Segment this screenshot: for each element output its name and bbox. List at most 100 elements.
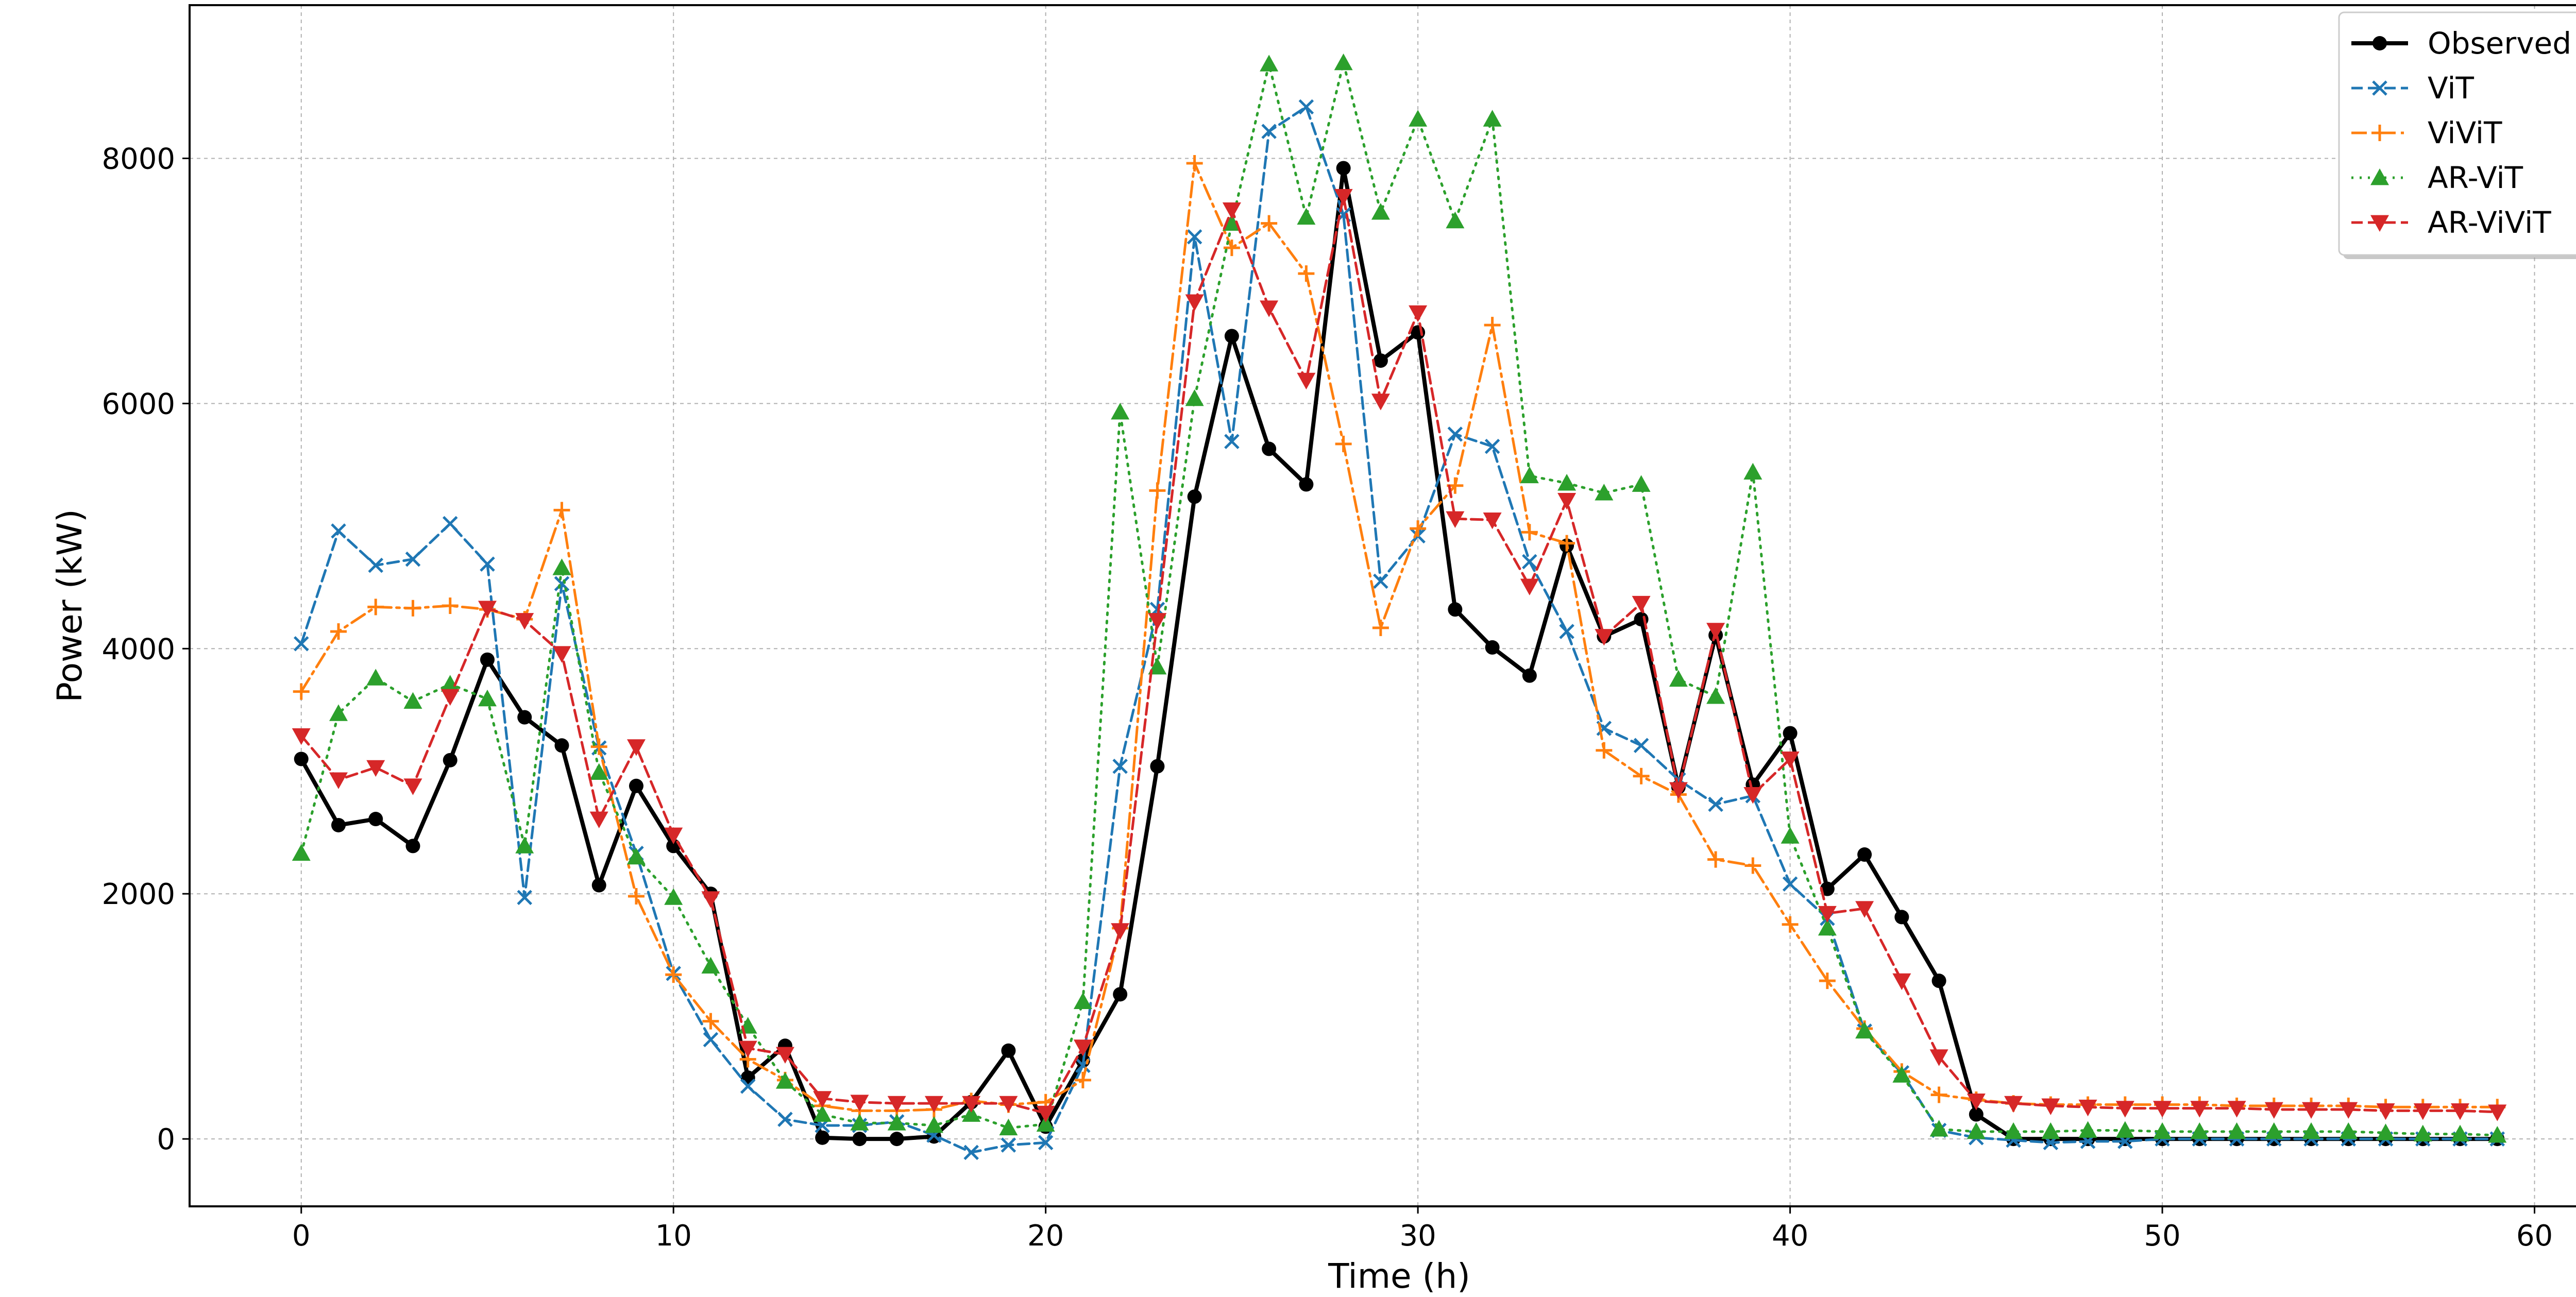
data-point [1336,161,1351,176]
data-point [2041,1098,2060,1115]
data-point [1371,203,1390,220]
data-point [1557,492,1577,510]
data-point [366,760,385,777]
data-point [775,1047,794,1064]
data-point [1596,742,1613,759]
data-point [2264,1102,2283,1119]
data-point [2227,1101,2246,1118]
data-point [889,1132,904,1147]
data-point [1484,317,1501,334]
data-point [1855,901,1874,918]
data-point [1559,624,1574,639]
data-point [703,1032,719,1048]
data-point [701,891,720,908]
data-point [1447,426,1463,442]
data-point [1557,474,1577,491]
data-point [962,1105,981,1122]
data-point [1744,857,1761,874]
data-point [999,1096,1018,1113]
data-point [2413,1103,2432,1120]
data-point [1558,535,1575,552]
data-point [702,1013,719,1030]
legend: Observed ViT ViViT AR-ViT AR-ViViT [2338,11,2576,259]
data-point [329,772,348,789]
data-point [2115,1121,2134,1138]
plot-frame [189,4,2576,1207]
data-point [443,753,457,767]
y-tick-label: 2000 [101,878,175,911]
data-point [701,957,720,974]
data-point [440,675,460,692]
data-point [1930,1086,1947,1103]
data-point [2078,1099,2097,1117]
data-point [1001,1043,1016,1058]
data-point [1595,629,1614,646]
data-point [331,817,346,832]
data-point [330,623,347,640]
data-point [1297,208,1316,225]
legend-label: ViViT [2428,115,2502,150]
data-point [1706,687,1725,704]
series-ar-vivit [292,189,2507,1123]
data-point [1782,876,1798,892]
data-point [664,888,683,905]
data-point [553,502,570,519]
data-point [331,523,346,539]
legend-label: AR-ViT [2428,160,2523,195]
data-point [1969,1107,1984,1122]
data-point [1633,767,1650,784]
data-point [1297,372,1316,390]
data-point [1111,403,1130,420]
data-point [2339,1122,2358,1139]
data-point [293,636,309,652]
data-point [517,890,532,906]
series-line [300,61,2499,1137]
data-point [1485,640,1500,655]
data-point [815,1130,830,1145]
legend-marker [2372,80,2387,96]
data-point [1892,1066,1911,1083]
data-point [1186,155,1203,172]
data-point [626,847,646,865]
data-point [2004,1122,2023,1139]
data-point [2376,1123,2395,1140]
grid-lines [190,5,2576,1206]
axis-ticks: 0 10 20 30 40 50 60 0 2000 4000 6000 8000 [101,142,2553,1253]
data-point [1001,1137,1016,1153]
data-point [1522,554,1537,570]
data-point [1931,974,1946,988]
data-point [628,888,645,905]
data-point [1074,1071,1091,1088]
data-point [740,1079,756,1094]
data-point [1298,99,1314,115]
data-point [478,689,497,707]
data-point [1818,918,1837,936]
data-point [2488,1125,2507,1143]
data-point [1410,520,1427,537]
data-point [404,600,421,617]
data-point [1929,1049,1948,1066]
data-point [1446,211,1465,229]
data-point [1781,827,1800,844]
x-tick-label: 30 [1399,1219,1436,1253]
data-point [1967,1122,1986,1139]
data-point [1633,738,1649,754]
data-point [887,1096,906,1113]
data-point [1113,987,1128,1002]
data-point [1707,851,1724,868]
data-point [1371,394,1390,411]
data-point [2264,1122,2283,1139]
data-point [478,601,497,618]
x-tick-label: 60 [2516,1219,2553,1253]
data-point [517,710,532,725]
data-point [292,844,311,861]
data-point [2115,1101,2134,1118]
data-point [292,728,311,745]
legend-label: ViT [2428,71,2475,106]
data-point [1483,110,1502,127]
data-point [366,669,385,686]
data-point [1334,189,1353,206]
data-point [1409,305,1428,322]
x-tick-label: 10 [655,1219,692,1253]
